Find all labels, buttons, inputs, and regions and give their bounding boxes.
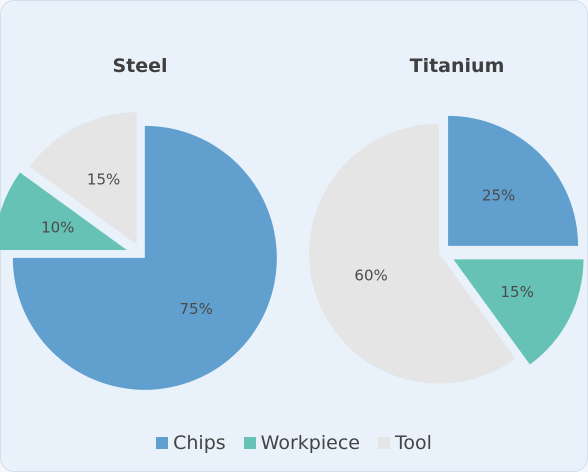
- pie-slice-workpiece: [453, 259, 584, 365]
- pie-slice-tool: [29, 112, 137, 245]
- data-label: 10%: [41, 219, 74, 237]
- legend-label: Chips: [173, 432, 226, 454]
- legend-item-chips: Chips: [156, 432, 226, 454]
- data-label: 15%: [87, 171, 120, 189]
- pie-slice-tool: [309, 123, 516, 384]
- pie-slice-chips: [12, 125, 277, 390]
- legend-swatch-chips: [156, 437, 169, 449]
- legend-label: Tool: [394, 432, 432, 454]
- pie-title: Steel: [112, 55, 167, 77]
- legend: Chips Workpiece Tool: [0, 432, 588, 454]
- pie-title: Titanium: [410, 55, 505, 77]
- pie-titanium: Titanium 25% 15% 60%: [309, 55, 584, 384]
- data-label: 25%: [482, 186, 515, 204]
- pie-charts: Steel 75% 10% 15% Titanium 25% 15% 60%: [0, 55, 584, 390]
- data-label: 75%: [179, 300, 212, 318]
- legend-item-workpiece: Workpiece: [243, 432, 360, 454]
- legend-label: Workpiece: [260, 432, 360, 454]
- legend-item-tool: Tool: [377, 432, 432, 454]
- legend-swatch-tool: [377, 437, 390, 449]
- pie-slice-chips: [448, 115, 579, 246]
- data-label: 60%: [354, 267, 387, 285]
- legend-swatch-workpiece: [243, 437, 256, 449]
- pie-steel: Steel 75% 10% 15%: [0, 55, 277, 390]
- data-label: 15%: [501, 283, 534, 301]
- pie-slice-workpiece: [0, 172, 127, 251]
